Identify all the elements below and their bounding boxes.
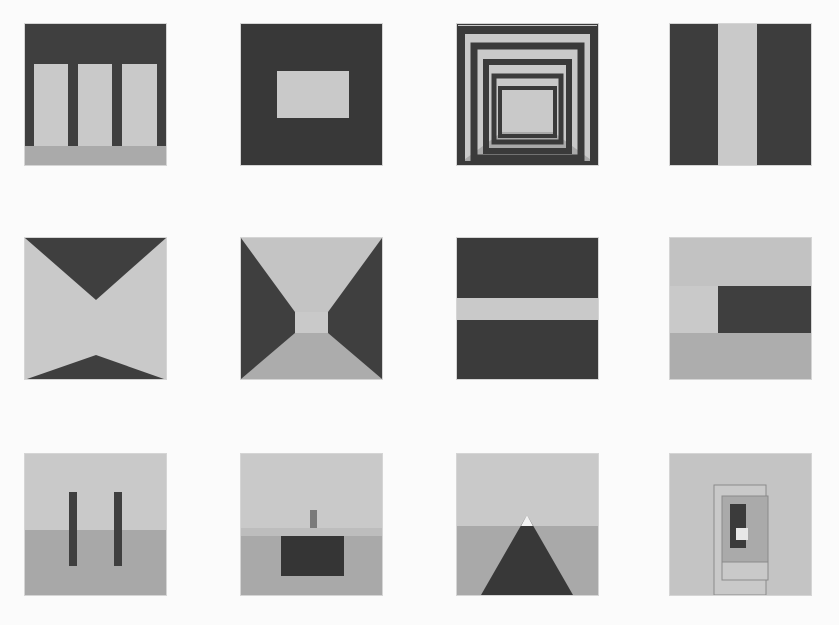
panel-pyramid	[457, 454, 598, 595]
panel-three-pillars-drawing	[25, 24, 166, 165]
panel-two-triangles-drawing	[25, 238, 166, 379]
panel-three-pillars	[25, 24, 166, 165]
panel-pit-and-post-drawing	[241, 454, 382, 595]
panel-window-frame-drawing	[241, 24, 382, 165]
panel-offset-block-drawing	[670, 238, 811, 379]
panel-receding-frames-drawing	[457, 24, 598, 165]
panel-two-posts	[25, 454, 166, 595]
panel-nested-doorways	[670, 454, 811, 595]
panel-pit-and-post	[241, 454, 382, 595]
panel-vertical-strip	[670, 24, 811, 165]
panel-corridor	[241, 238, 382, 379]
panel-receding-frames	[457, 24, 598, 165]
panel-corridor-drawing	[241, 238, 382, 379]
panel-pyramid-drawing	[457, 454, 598, 595]
panel-vertical-strip-drawing	[670, 24, 811, 165]
panel-two-posts-drawing	[25, 454, 166, 595]
panel-two-triangles	[25, 238, 166, 379]
panel-offset-block	[670, 238, 811, 379]
panel-horizontal-band	[457, 238, 598, 379]
panel-horizontal-band-drawing	[457, 238, 598, 379]
panel-window-frame	[241, 24, 382, 165]
panel-nested-doorways-drawing	[670, 454, 811, 595]
